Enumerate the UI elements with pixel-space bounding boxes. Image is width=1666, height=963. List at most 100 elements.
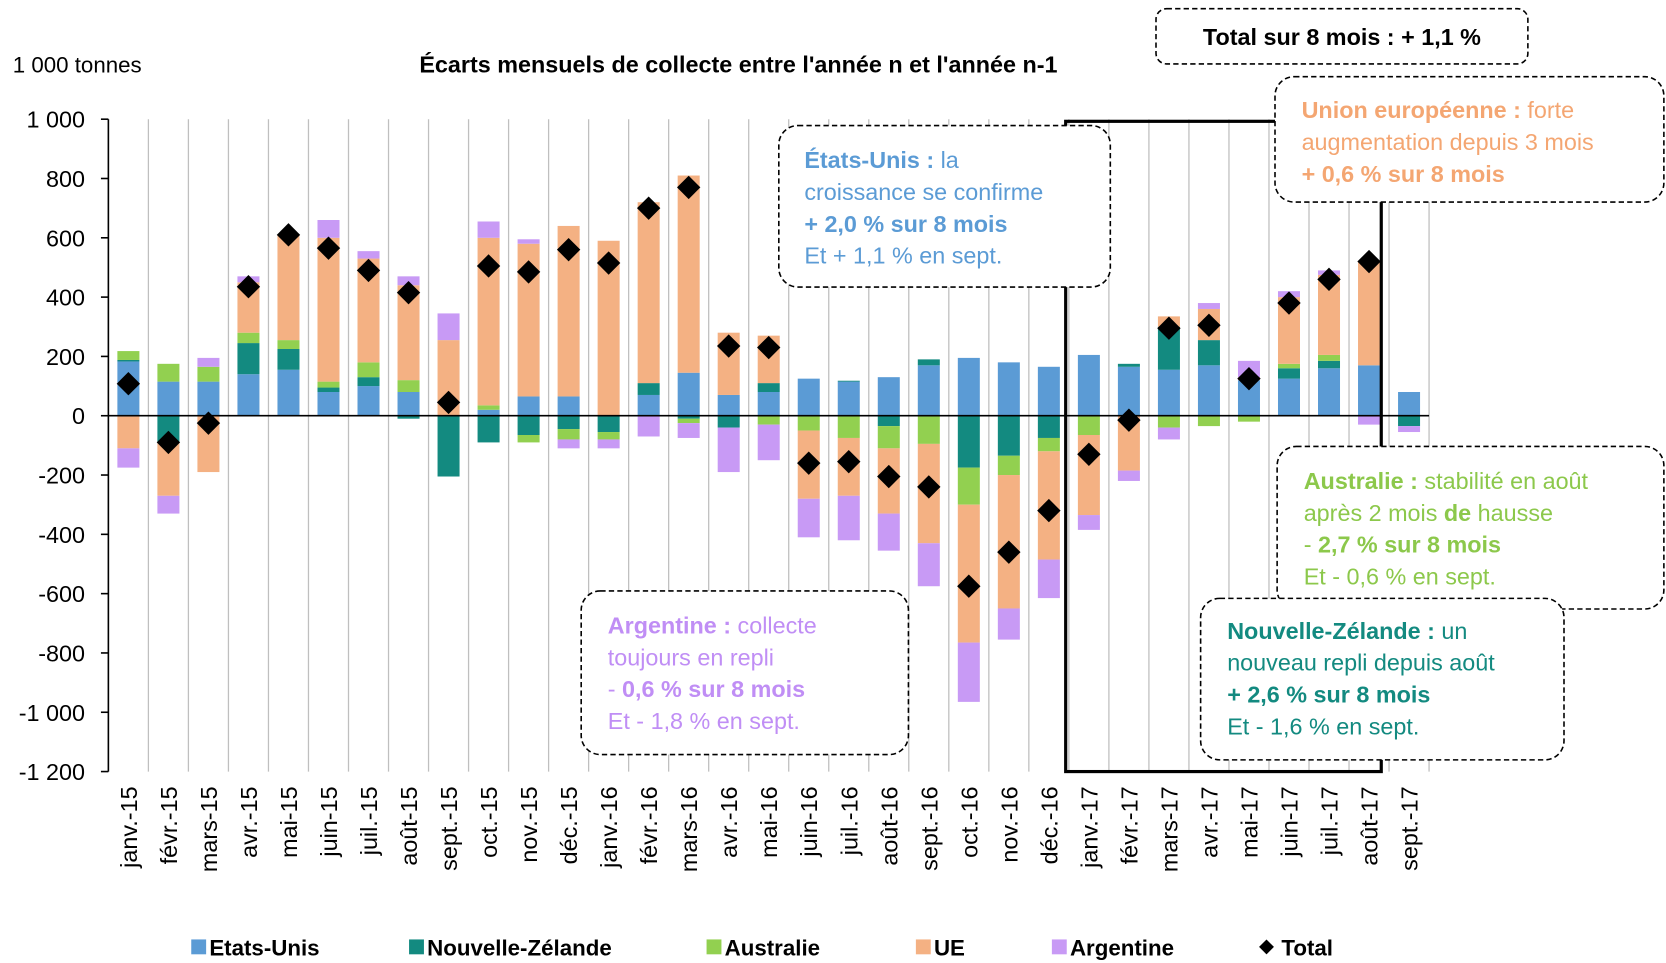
bar-segment (317, 237, 340, 382)
annotation-line: Et - 1,6 % en sept. (1227, 713, 1419, 739)
bar-segment (677, 372, 700, 416)
bar-segment (1318, 360, 1341, 369)
bar-segment (1398, 415, 1421, 427)
y-axis-label: 1 000 tonnes (13, 52, 142, 77)
bar-segment (997, 608, 1020, 640)
bar-segment (1277, 368, 1300, 379)
bar-segment (557, 439, 580, 449)
y-tick-label: 800 (46, 166, 85, 192)
bar-segment (397, 380, 420, 392)
bar-segment (997, 415, 1020, 456)
total-marker (837, 449, 861, 474)
bar-segment (677, 175, 700, 373)
bar-segment (157, 495, 180, 514)
total-marker (757, 335, 781, 360)
bar-segment (957, 415, 980, 468)
total-marker (877, 464, 901, 489)
bar-segment (1358, 365, 1381, 416)
bar-segment (357, 258, 380, 363)
total-note: Total sur 8 mois : + 1,1 % (1203, 24, 1481, 50)
x-tick-label: févr.-17 (1116, 786, 1142, 864)
bar-segment (517, 396, 540, 416)
bar-segment (677, 423, 700, 438)
bar-segment (637, 415, 660, 437)
annotation-text: collecte (731, 612, 817, 638)
bar-segment (477, 405, 500, 410)
annotation-text: 0,6 % sur 8 mois (622, 676, 805, 702)
bar-segment (117, 359, 140, 362)
x-tick-label: mai-15 (276, 786, 302, 857)
legend-swatch (706, 939, 722, 955)
legend-swatch (1051, 939, 1067, 955)
bar-segment (597, 240, 620, 416)
bar-segment (1077, 415, 1100, 435)
bar-segment (917, 543, 940, 587)
bar-segment (597, 439, 620, 449)
annotation-text: stabilité en août (1418, 468, 1589, 494)
bar-segment (1318, 368, 1341, 416)
bar-segment (757, 424, 780, 461)
annotation-text: nouveau repli depuis août (1227, 650, 1495, 676)
bar-segment (557, 429, 580, 440)
bar-segment (917, 359, 940, 366)
total-marker (1237, 366, 1261, 391)
annotation-text: Et - 1,6 % en sept. (1227, 713, 1419, 739)
bar-segment (277, 234, 300, 341)
bar-segment (1117, 470, 1140, 481)
bar-segment (997, 455, 1020, 476)
annotation-line: Et + 1,1 % en sept. (804, 243, 1002, 269)
annotation-box (778, 124, 1112, 288)
total-marker (997, 540, 1021, 564)
bar-segment (277, 340, 300, 350)
annotation-line: États-Unis : la (804, 146, 958, 173)
bar-segment (1277, 363, 1300, 369)
annotation-line: + 0,6 % sur 8 mois (1302, 161, 1505, 187)
legend-marker (1259, 939, 1274, 955)
bar-segment (1157, 427, 1180, 440)
total-marker (917, 475, 941, 499)
annotation-text: Australie : (1304, 468, 1418, 494)
total-marker (596, 251, 621, 275)
bar-segment (597, 415, 620, 433)
bar-segment (557, 415, 580, 430)
total-marker (1317, 267, 1341, 292)
total-marker (396, 280, 421, 305)
y-tick-label: -800 (38, 640, 85, 666)
bar-segment (317, 391, 340, 416)
x-tick-label: janv.-16 (596, 786, 622, 868)
annotation-line: + 2,0 % sur 8 mois (804, 211, 1007, 237)
total-marker (636, 196, 661, 220)
x-tick-label: août-16 (876, 786, 902, 865)
annotation-text: Nouvelle-Zélande : (1227, 618, 1435, 644)
legend-label: Etats-Unis (209, 935, 319, 960)
bar-segment (197, 381, 220, 416)
total-marker (516, 260, 541, 284)
bar-segment (557, 396, 580, 416)
total-marker (797, 451, 821, 475)
bar-segment (837, 380, 860, 382)
x-tick-label: juil.-16 (836, 786, 862, 856)
total-marker (156, 430, 181, 455)
bar-segment (1037, 415, 1060, 438)
legend-label: Australie (725, 935, 820, 960)
annotation-text: toujours en repli (608, 644, 774, 670)
bar-segment (397, 276, 420, 286)
bar-segment (837, 415, 860, 438)
bar-segment (1157, 326, 1180, 370)
bar-segment (1197, 365, 1220, 416)
y-tick-label: 200 (46, 344, 85, 370)
x-tick-label: avr.-15 (236, 786, 262, 857)
bar-segment (917, 415, 940, 444)
bar-segment (517, 243, 540, 397)
y-tick-label: 0 (72, 403, 85, 429)
x-tick-label: févr.-16 (636, 786, 662, 864)
annotation-line: Et - 1,8 % en sept. (608, 708, 800, 734)
x-tick-label: sept.-17 (1397, 786, 1423, 870)
bar-segment (757, 383, 780, 392)
x-tick-label: juil.-17 (1317, 786, 1343, 856)
total-marker (196, 411, 221, 435)
annotation-line: + 2,6 % sur 8 mois (1227, 682, 1430, 708)
annotation-text: forte (1521, 97, 1574, 123)
total-marker (1197, 313, 1221, 337)
